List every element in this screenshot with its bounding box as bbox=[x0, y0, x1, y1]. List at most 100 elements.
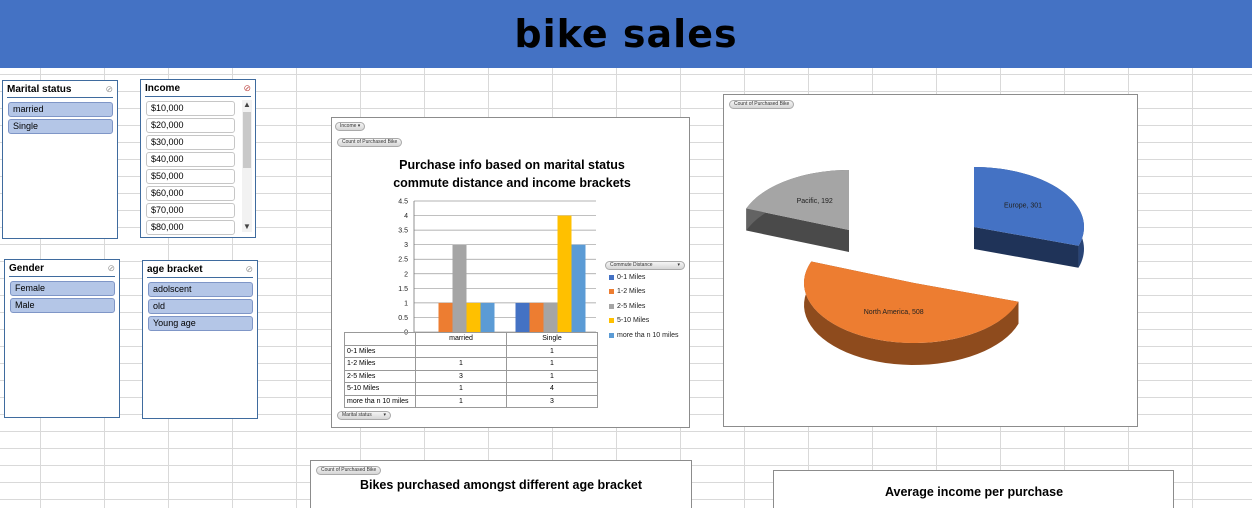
table-row: more tha n 10 miles 1 3 bbox=[344, 394, 598, 408]
table-cell: Single bbox=[506, 332, 598, 346]
slicer-scrollbar[interactable]: ▲ ▼ bbox=[242, 100, 252, 232]
age-chart-panel[interactable]: Count of Purchased Bike Bikes purchased … bbox=[310, 460, 692, 508]
table-cell: 1 bbox=[506, 357, 598, 371]
legend-item: more tha n 10 miles bbox=[609, 328, 678, 343]
table-cell: 4 bbox=[506, 382, 598, 396]
slicer-item-young-age[interactable]: Young age bbox=[148, 316, 253, 331]
data-table: married Single 0-1 Miles 1 1-2 Miles 1 1 2-5… bbox=[344, 332, 598, 408]
table-cell: 3 bbox=[415, 369, 507, 383]
table-cell: 1 bbox=[415, 394, 507, 408]
y-tick-label: 3 bbox=[404, 242, 408, 249]
scroll-up-icon[interactable]: ▲ bbox=[243, 100, 251, 109]
slicer-item-income[interactable]: $60,000 bbox=[146, 186, 235, 201]
table-row: 1-2 Miles 1 1 bbox=[344, 357, 598, 371]
gender-slicer[interactable]: Gender ⊘ Female Male bbox=[4, 259, 120, 418]
y-tick-label: 4.5 bbox=[398, 199, 408, 206]
scroll-down-icon[interactable]: ▼ bbox=[243, 222, 251, 231]
age-bracket-slicer[interactable]: age bracket ⊘ adolscent old Young age bbox=[142, 260, 258, 419]
table-cell: 1 bbox=[415, 382, 507, 396]
pie-data-label: Europe, 301 bbox=[1004, 203, 1042, 210]
y-tick-label: 2 bbox=[404, 271, 408, 278]
table-row: 0-1 Miles 1 bbox=[344, 344, 598, 358]
axis-field-button[interactable]: Marital status ▾ bbox=[337, 411, 391, 420]
bar bbox=[452, 244, 467, 332]
slicer-item-income[interactable]: $50,000 bbox=[146, 169, 235, 184]
title-banner: bike sales bbox=[0, 0, 1252, 68]
bar bbox=[529, 302, 544, 332]
slicer-item-male[interactable]: Male bbox=[10, 298, 115, 313]
dropdown-icon: ▾ bbox=[677, 262, 680, 268]
bar bbox=[515, 302, 530, 332]
y-tick-label: 1 bbox=[404, 300, 408, 307]
bar-chart-panel[interactable]: Income ▾ Count of Purchased Bike Purchas… bbox=[331, 117, 690, 428]
bar bbox=[466, 302, 481, 332]
slicer-item-old[interactable]: old bbox=[148, 299, 253, 314]
slicer-item-married[interactable]: married bbox=[8, 102, 113, 117]
income-chart-title: Average income per purchase bbox=[884, 485, 1064, 499]
scroll-thumb[interactable] bbox=[243, 112, 251, 168]
pie-slice-edge bbox=[804, 261, 1019, 365]
marital-status-slicer[interactable]: Marital status ⊘ married Single bbox=[2, 80, 118, 239]
table-cell: 1-2 Miles bbox=[344, 357, 416, 371]
pie-slice bbox=[804, 261, 1019, 343]
value-field-button[interactable]: Count of Purchased Bike bbox=[337, 138, 403, 147]
value-field-button[interactable]: Count of Purchased Bike bbox=[316, 466, 382, 475]
slicer-item-female[interactable]: Female bbox=[10, 281, 115, 296]
table-header-row: married Single bbox=[344, 332, 598, 346]
pie-slice-side bbox=[746, 208, 849, 252]
legend-item: 0-1 Miles bbox=[609, 270, 678, 285]
dashboard-title: bike sales bbox=[514, 12, 738, 56]
table-cell: 1 bbox=[415, 357, 507, 371]
table-row: 2-5 Miles 3 1 bbox=[344, 369, 598, 383]
income-filter-button[interactable]: Income ▾ bbox=[335, 122, 366, 131]
clear-filter-icon[interactable]: ⊘ bbox=[107, 262, 115, 273]
bar-chart-title: Purchase info based on marital status co… bbox=[393, 158, 631, 190]
pie-slice-side bbox=[974, 227, 1079, 268]
y-tick-label: 3.5 bbox=[398, 228, 408, 235]
table-cell bbox=[415, 344, 507, 358]
y-tick-label: 4 bbox=[404, 213, 408, 220]
pie-slice bbox=[746, 170, 849, 230]
table-row: 5-10 Miles 1 4 bbox=[344, 382, 598, 396]
y-tick-label: 1.5 bbox=[398, 286, 408, 293]
slicer-title: age bracket bbox=[147, 263, 203, 275]
bar bbox=[571, 244, 586, 332]
clear-filter-icon[interactable]: ⊘ bbox=[105, 83, 113, 94]
legend-field-button[interactable]: Commute Distance ▾ bbox=[605, 261, 685, 270]
table-cell: 2-5 Miles bbox=[344, 369, 416, 383]
table-cell: 0-1 Miles bbox=[344, 344, 416, 358]
clear-filter-icon[interactable]: ⊘ bbox=[243, 82, 251, 93]
slicer-item-income[interactable]: $30,000 bbox=[146, 135, 235, 150]
slicer-item-single[interactable]: Single bbox=[8, 119, 113, 134]
bar bbox=[480, 302, 495, 332]
legend-item: 2-5 Miles bbox=[609, 299, 678, 314]
slicer-item-income[interactable]: $10,000 bbox=[146, 101, 235, 116]
slicer-title: Income bbox=[145, 82, 181, 94]
slicer-item-adolescent[interactable]: adolscent bbox=[148, 282, 253, 297]
slicer-item-income[interactable]: $80,000 bbox=[146, 220, 235, 235]
pie-data-label: Pacific, 192 bbox=[797, 198, 833, 205]
bar bbox=[557, 215, 572, 332]
slicer-title: Gender bbox=[9, 262, 45, 274]
pie-chart-panel[interactable]: Count of Purchased Bike Europe, 301 North… bbox=[723, 94, 1138, 427]
clear-filter-icon[interactable]: ⊘ bbox=[245, 263, 253, 274]
bar bbox=[438, 302, 453, 332]
bar bbox=[543, 302, 558, 332]
income-slicer[interactable]: Income ⊘ $10,000 $20,000 $30,000 $40,000 … bbox=[140, 79, 256, 238]
slicer-item-income[interactable]: $40,000 bbox=[146, 152, 235, 167]
pie-chart-plot: Europe, 301 North America, 508 Pacific, 19… bbox=[746, 167, 1084, 365]
slicer-title: Marital status bbox=[7, 83, 72, 95]
slicer-item-income[interactable]: $20,000 bbox=[146, 118, 235, 133]
age-chart-title: Bikes purchased amongst different age br… bbox=[359, 478, 643, 492]
slicer-item-income[interactable]: $70,000 bbox=[146, 203, 235, 218]
bar-chart-plot: 00.511.522.533.544.5 bbox=[398, 199, 596, 337]
dropdown-icon: ▾ bbox=[383, 412, 386, 418]
table-cell: 5-10 Miles bbox=[344, 382, 416, 396]
legend-item: 5-10 Miles bbox=[609, 314, 678, 329]
value-field-button[interactable]: Count of Purchased Bike bbox=[729, 100, 795, 109]
table-cell: 1 bbox=[506, 369, 598, 383]
income-chart-panel[interactable]: Average income per purchase bbox=[773, 470, 1174, 508]
table-cell: married bbox=[415, 332, 507, 346]
table-cell: 1 bbox=[506, 344, 598, 358]
pie-data-label: North America, 508 bbox=[864, 309, 924, 316]
